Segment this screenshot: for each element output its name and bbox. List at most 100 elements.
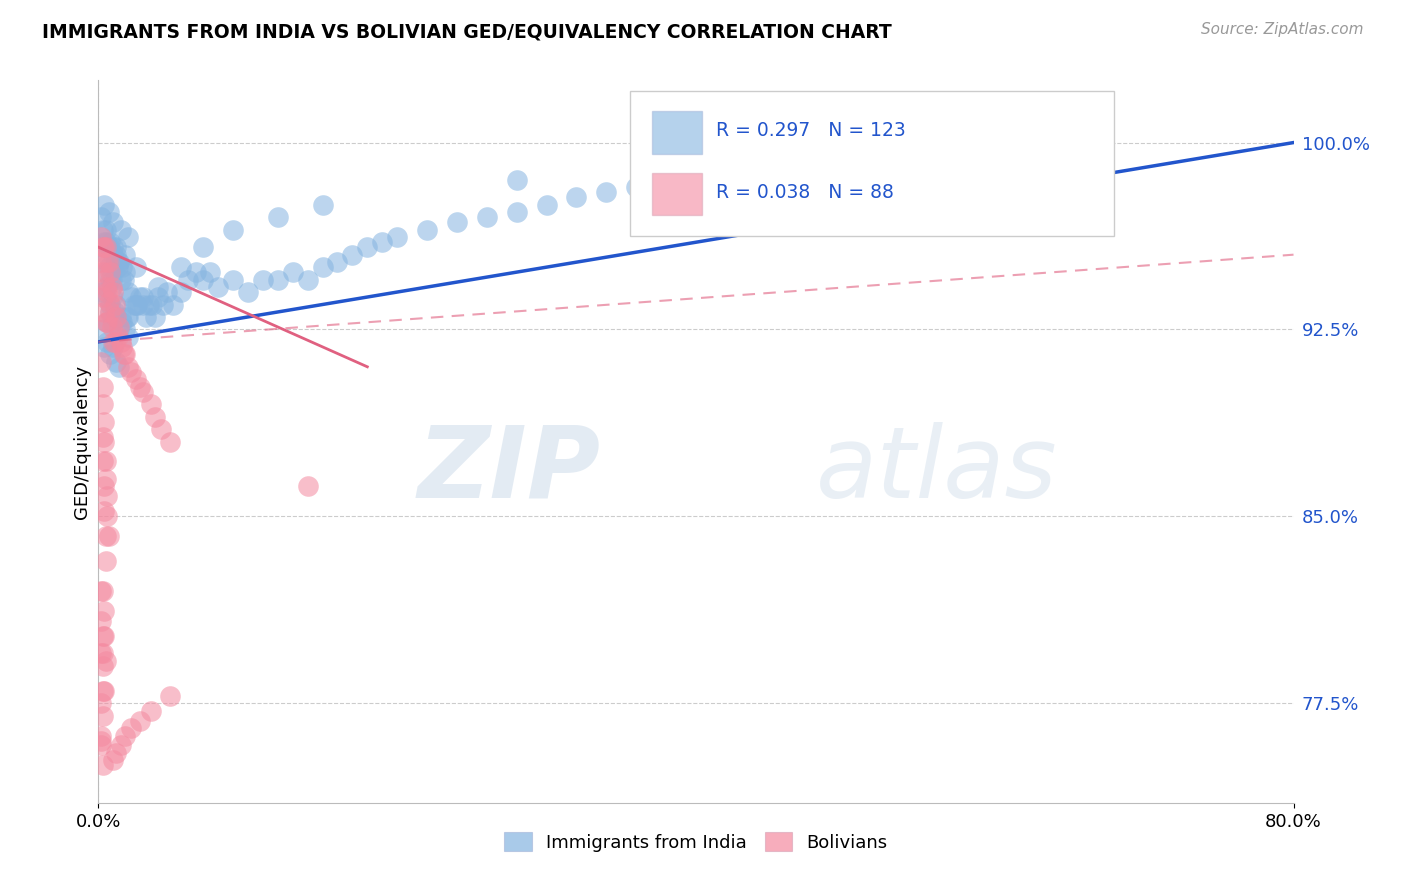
- Point: [114, 265, 136, 279]
- Point: [98, 347, 122, 361]
- Point: [93, 198, 115, 212]
- Point: [222, 223, 245, 237]
- Point: [150, 422, 173, 436]
- Point: [101, 290, 124, 304]
- Point: [111, 340, 134, 354]
- Point: [101, 320, 124, 334]
- Point: [91, 584, 114, 599]
- Point: [90, 739, 112, 753]
- Point: [94, 315, 117, 329]
- Point: [105, 297, 128, 311]
- Point: [114, 248, 136, 262]
- Point: [112, 347, 135, 361]
- Point: [103, 754, 125, 768]
- Point: [103, 240, 125, 254]
- Point: [385, 230, 409, 244]
- Point: [191, 240, 214, 254]
- Point: [94, 223, 117, 237]
- Point: [103, 315, 125, 329]
- Point: [104, 334, 127, 349]
- Point: [105, 248, 128, 262]
- Point: [93, 305, 115, 319]
- Point: [96, 248, 118, 262]
- Point: [129, 714, 152, 728]
- Point: [97, 529, 120, 543]
- Point: [105, 310, 128, 324]
- Point: [90, 733, 112, 747]
- Text: ZIP: ZIP: [418, 422, 600, 519]
- Point: [108, 359, 131, 374]
- Point: [120, 365, 142, 379]
- Point: [93, 240, 115, 254]
- Point: [91, 658, 114, 673]
- Point: [117, 230, 139, 244]
- Point: [104, 297, 127, 311]
- Point: [94, 280, 117, 294]
- Point: [138, 297, 160, 311]
- Point: [91, 708, 114, 723]
- Point: [103, 248, 125, 262]
- Text: Source: ZipAtlas.com: Source: ZipAtlas.com: [1201, 22, 1364, 37]
- Point: [90, 696, 112, 710]
- Y-axis label: GED/Equivalency: GED/Equivalency: [73, 365, 91, 518]
- Point: [103, 215, 125, 229]
- Point: [139, 704, 162, 718]
- Point: [297, 272, 319, 286]
- Point: [117, 285, 139, 299]
- FancyBboxPatch shape: [630, 91, 1115, 235]
- Point: [120, 721, 142, 735]
- Point: [120, 290, 142, 304]
- Point: [91, 285, 114, 299]
- Point: [129, 290, 152, 304]
- Point: [98, 265, 122, 279]
- Point: [104, 255, 127, 269]
- Point: [101, 280, 124, 294]
- Point: [94, 265, 117, 279]
- Point: [94, 454, 117, 468]
- Point: [90, 355, 112, 369]
- FancyBboxPatch shape: [652, 173, 702, 215]
- Point: [108, 322, 131, 336]
- Point: [97, 260, 120, 274]
- Point: [125, 260, 148, 274]
- Point: [97, 205, 120, 219]
- Point: [101, 272, 124, 286]
- Point: [159, 434, 181, 449]
- Point: [626, 180, 648, 194]
- Point: [416, 223, 439, 237]
- Point: [132, 384, 155, 399]
- Point: [311, 198, 333, 212]
- Point: [207, 280, 229, 294]
- Point: [267, 272, 290, 286]
- Point: [107, 255, 129, 269]
- Point: [108, 255, 131, 269]
- Point: [98, 305, 122, 319]
- Point: [342, 248, 364, 262]
- Point: [91, 265, 114, 279]
- Point: [236, 285, 259, 299]
- Point: [96, 334, 118, 349]
- Point: [565, 190, 588, 204]
- Point: [93, 415, 115, 429]
- Point: [94, 654, 117, 668]
- Point: [91, 683, 114, 698]
- Point: [446, 215, 468, 229]
- Point: [143, 310, 166, 324]
- Point: [96, 285, 118, 299]
- Point: [90, 729, 112, 743]
- Point: [94, 290, 117, 304]
- Point: [91, 380, 114, 394]
- Point: [90, 211, 112, 225]
- Point: [124, 297, 146, 311]
- Point: [97, 240, 120, 254]
- Point: [96, 255, 118, 269]
- Point: [90, 614, 112, 628]
- Point: [93, 504, 115, 518]
- Point: [143, 409, 166, 424]
- Point: [91, 240, 114, 254]
- Point: [91, 758, 114, 772]
- Point: [129, 380, 152, 394]
- Point: [96, 280, 118, 294]
- Point: [105, 355, 128, 369]
- FancyBboxPatch shape: [652, 112, 702, 154]
